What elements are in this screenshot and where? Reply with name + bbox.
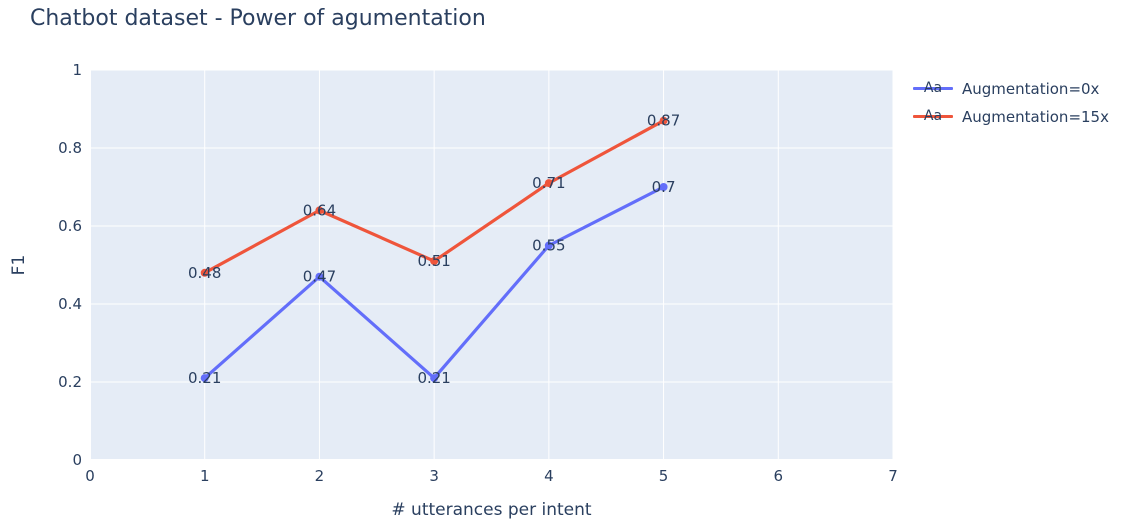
x-tick-label: 2 [315, 467, 325, 485]
x-tick-label: 6 [774, 467, 784, 485]
data-point-label: 0.21 [188, 369, 221, 387]
legend-item-1[interactable]: Aa Augmentation=15x [913, 106, 1109, 127]
data-point-label: 0.51 [417, 252, 450, 270]
data-point [544, 179, 553, 188]
legend-marker-text: Aa [923, 80, 943, 96]
data-point [544, 241, 553, 250]
x-tick-label: 3 [429, 467, 439, 485]
legend-swatch: Aa [913, 78, 953, 99]
data-point [430, 374, 439, 383]
data-point [200, 374, 209, 383]
data-point-label: 0.87 [647, 112, 680, 130]
data-point-label: 0.48 [188, 264, 221, 282]
data-point [659, 116, 668, 125]
y-tick-label: 0.8 [58, 139, 82, 157]
y-tick-label: 1 [72, 61, 82, 79]
y-tick-label: 0.4 [58, 295, 82, 313]
x-tick-label: 1 [200, 467, 210, 485]
y-axis-title: F1 [9, 254, 29, 276]
data-point-label: 0.55 [532, 237, 565, 255]
legend-item-0[interactable]: Aa Augmentation=0x [913, 78, 1109, 99]
data-point-label: 0.71 [532, 174, 565, 192]
x-tick-label: 7 [888, 467, 898, 485]
y-tick-label: 0.6 [58, 217, 82, 235]
data-point-label: 0.64 [303, 201, 336, 219]
y-tick-label: 0.2 [58, 373, 82, 391]
chart-title: Chatbot dataset - Power of agumentation [30, 6, 486, 31]
x-tick-label: 4 [544, 467, 554, 485]
legend-label: Augmentation=0x [962, 79, 1100, 98]
data-point [315, 206, 324, 215]
data-point [430, 257, 439, 266]
data-point-label: 0.47 [303, 268, 336, 286]
x-axis-title: # utterances per intent [391, 500, 592, 520]
data-point [659, 183, 668, 191]
legend-line-icon [913, 87, 953, 90]
x-tick-label: 0 [85, 467, 95, 485]
plot-area [90, 70, 893, 460]
data-point [315, 272, 324, 281]
x-tick-label: 5 [659, 467, 669, 485]
data-point-label: 0.7 [652, 178, 676, 196]
legend-label: Augmentation=15x [962, 107, 1109, 126]
data-point-label: 0.21 [417, 369, 450, 387]
y-tick-label: 0 [72, 451, 82, 469]
legend: Aa Augmentation=0x Aa Augmentation=15x [913, 78, 1109, 127]
legend-line-icon [913, 115, 953, 118]
legend-marker-text: Aa [923, 108, 943, 124]
data-point [200, 268, 209, 277]
legend-swatch: Aa [913, 106, 953, 127]
